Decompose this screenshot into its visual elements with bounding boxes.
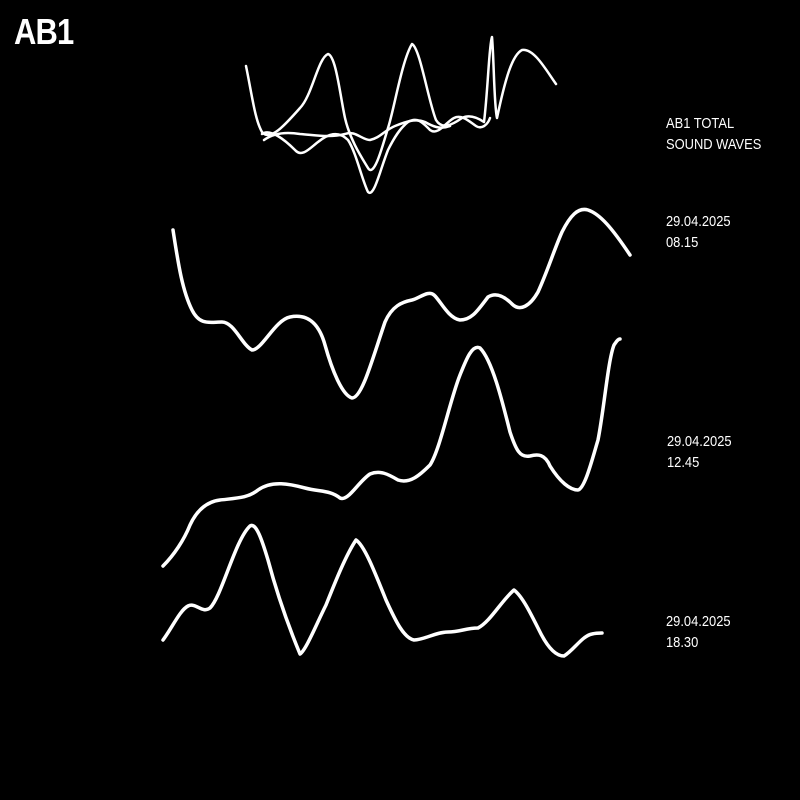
total-wave-2 [260, 115, 492, 194]
wave-0815 [171, 207, 632, 400]
recording-label-1: 29.04.2025 08.15 [666, 211, 731, 253]
total-wave-1 [244, 35, 558, 172]
recording-label-2: 29.04.2025 12.45 [667, 431, 732, 473]
recording-date: 29.04.2025 [667, 433, 732, 450]
caption-line-1: AB1 TOTAL [666, 115, 735, 132]
wave-1245 [161, 337, 622, 568]
total-wave-3 [262, 119, 452, 142]
recording-time: 12.45 [667, 454, 700, 471]
recording-label-3: 29.04.2025 18.30 [666, 611, 731, 653]
caption: AB1 TOTAL SOUND WAVES [666, 113, 761, 155]
recording-time: 18.30 [666, 634, 699, 651]
recording-date: 29.04.2025 [666, 213, 731, 230]
recording-time: 08.15 [666, 234, 699, 251]
recording-date: 29.04.2025 [666, 613, 731, 630]
wave-1830 [161, 523, 604, 658]
total-sound-waves [244, 35, 558, 194]
caption-line-2: SOUND WAVES [666, 136, 762, 153]
brand-logo: AB1 [14, 11, 74, 52]
